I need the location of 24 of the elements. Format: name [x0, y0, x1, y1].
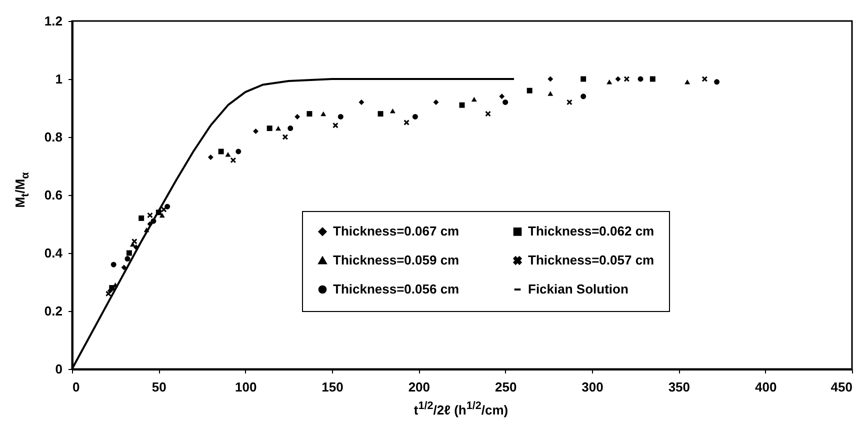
y-tick-label: 0.6 — [44, 188, 62, 202]
x-tick-label: 200 — [408, 380, 430, 394]
x-tick-label: 250 — [494, 380, 517, 394]
y-tick-label: 1.2 — [44, 14, 62, 28]
legend-label: Thickness=0.056 cm — [333, 282, 460, 296]
x-tick-label: 150 — [322, 380, 344, 394]
x-tick-label: 350 — [668, 380, 690, 394]
legend-label: Thickness=0.057 cm — [528, 252, 654, 268]
x-tick-label: 100 — [234, 380, 257, 394]
y-tick-label: 0 — [55, 362, 62, 376]
x-tick-label: 50 — [152, 380, 166, 394]
x-tick-label: 450 — [830, 380, 852, 394]
x-tick-label: 400 — [754, 380, 777, 394]
y-tick-label: 0.4 — [44, 246, 64, 260]
x-tick-label: 0 — [72, 380, 80, 394]
legend-label: Fickian Solution — [528, 282, 628, 296]
y-tick-label: 0.2 — [44, 304, 62, 318]
y-tick-label: 0.8 — [44, 130, 62, 144]
x-tick-label: 300 — [582, 380, 604, 394]
legend-label: Thickness=0.059 cm — [333, 252, 460, 268]
legend-label: Thickness=0.067 cm — [333, 224, 460, 239]
y-tick-label: 1 — [55, 72, 62, 86]
legend-label: Thickness=0.062 cm — [528, 224, 654, 239]
x-axis-title: t$^{1/2}$/2ℓ (h$^{1/2}$/cm) — [414, 400, 508, 418]
